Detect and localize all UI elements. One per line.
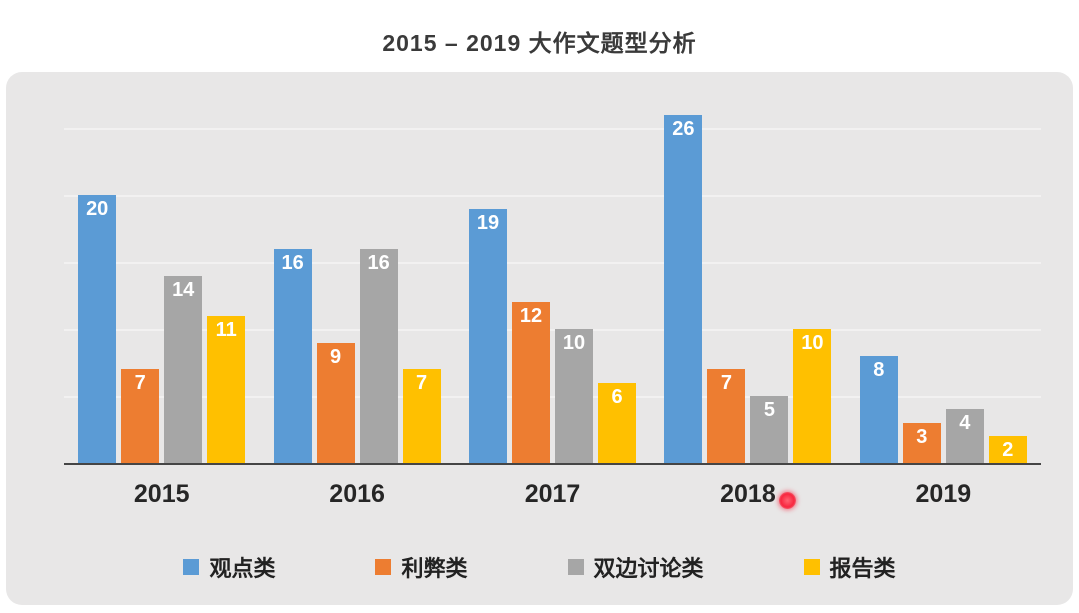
x-axis-label-2019: 2019 xyxy=(915,480,972,508)
x-axis-line xyxy=(64,463,1041,465)
bar: 5 xyxy=(750,396,789,463)
bar-value-label: 16 xyxy=(367,251,390,274)
bar: 19 xyxy=(469,208,507,463)
bar-value-label: 12 xyxy=(519,305,543,328)
gridline xyxy=(64,329,1041,332)
x-axis-label-2015: 2015 xyxy=(133,480,190,508)
x-axis-label-2016: 2016 xyxy=(329,480,385,508)
x-axis: 2015 2016 2017 2018 2019 xyxy=(64,480,1041,509)
bar: 6 xyxy=(598,382,636,463)
bar: 3 xyxy=(902,422,941,463)
bar: 9 xyxy=(316,342,355,463)
bar-value-label: 11 xyxy=(215,318,237,341)
bar: 20 xyxy=(78,195,117,463)
bar-value-label: 8 xyxy=(873,358,885,381)
bar: 10 xyxy=(555,329,593,463)
bar: 16 xyxy=(273,248,312,463)
bar: 11 xyxy=(207,315,246,463)
bar-value-label: 7 xyxy=(720,372,732,395)
legend-item: 利弊类 xyxy=(375,551,468,583)
legend-label: 观点类 xyxy=(209,556,276,581)
legend-swatch xyxy=(803,559,820,575)
bar-value-label: 3 xyxy=(916,425,928,448)
chart-title: 2015 – 2019 大作文题型分析 xyxy=(382,30,697,56)
bar-value-label: 5 xyxy=(763,399,775,422)
bar-value-label: 19 xyxy=(476,211,500,234)
legend-item: 双边讨论类 xyxy=(567,551,704,583)
bar-value-label: 4 xyxy=(959,412,971,435)
bar-value-label: 16 xyxy=(281,251,304,274)
x-axis-label-2018: 2018 xyxy=(720,480,776,508)
bar: 7 xyxy=(707,369,746,463)
gridline xyxy=(64,128,1041,131)
bar: 7 xyxy=(402,369,441,463)
legend-label: 报告类 xyxy=(829,556,896,581)
bar-value-label: 14 xyxy=(172,278,195,301)
bar: 14 xyxy=(164,275,203,463)
bar-value-label: 20 xyxy=(86,198,109,221)
bar: 2 xyxy=(988,436,1027,463)
legend: 观点类 利弊类 双边讨论类 报告类 xyxy=(0,551,1079,583)
legend-item: 观点类 xyxy=(183,551,275,583)
legend-swatch xyxy=(375,559,392,575)
legend-label: 利弊类 xyxy=(401,556,468,581)
bar-value-label: 10 xyxy=(801,332,824,355)
bar: 4 xyxy=(945,409,984,463)
bar-value-label: 6 xyxy=(611,385,623,408)
bar-value-label: 7 xyxy=(134,372,146,395)
gridline xyxy=(64,396,1041,399)
legend-swatch xyxy=(567,559,584,575)
bar-value-label: 9 xyxy=(330,345,342,368)
bar: 26 xyxy=(664,115,703,463)
gridline xyxy=(64,195,1041,198)
bar-value-label: 26 xyxy=(672,118,695,140)
bar: 10 xyxy=(793,329,832,463)
bar: 12 xyxy=(512,302,550,463)
bar: 16 xyxy=(359,248,398,463)
legend-item: 报告类 xyxy=(803,551,896,583)
gridline xyxy=(64,262,1041,265)
bar-value-label: 7 xyxy=(416,372,428,395)
bar-value-label: 10 xyxy=(562,332,586,355)
laser-pointer-dot xyxy=(779,492,796,509)
x-axis-label-2017: 2017 xyxy=(524,480,581,508)
bar: 7 xyxy=(121,369,160,463)
legend-swatch xyxy=(183,559,200,575)
legend-label: 双边讨论类 xyxy=(593,556,704,581)
bar: 8 xyxy=(859,355,898,463)
bar-value-label: 2 xyxy=(1002,439,1014,462)
